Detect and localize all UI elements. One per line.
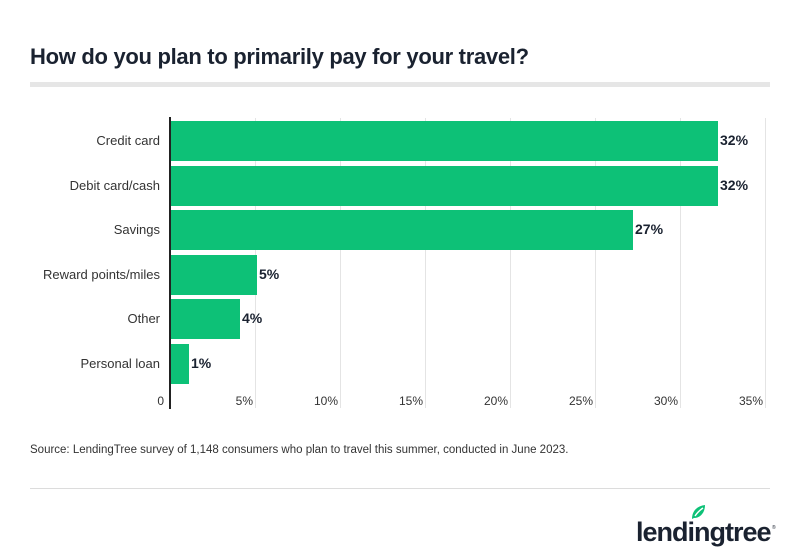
gridline: [765, 118, 766, 408]
category-label: Other: [127, 311, 160, 326]
source-note: Source: LendingTree survey of 1,148 cons…: [30, 444, 569, 456]
category-label: Savings: [113, 222, 160, 237]
x-tick-label: 5%: [235, 394, 253, 408]
x-tick-label: 20%: [483, 394, 508, 408]
bar-value-label: 27%: [635, 221, 664, 237]
bar-chart: 0 5% 10% 15% 20% 25% 30% 35% 32% Credit card 32% De…: [42, 117, 766, 409]
bar-personal-loan: [171, 343, 189, 384]
bar-value-label: 5%: [259, 265, 280, 282]
gridline: [510, 118, 511, 408]
y-axis-line: [169, 117, 171, 409]
x-tick-label: 15%: [398, 394, 423, 408]
bar-value-label: 1%: [191, 354, 212, 371]
lendingtree-logo: lendingtree ®: [636, 505, 776, 550]
gridline: [425, 118, 426, 408]
x-tick-label: 0: [157, 394, 164, 408]
gridline: [595, 118, 596, 408]
x-tick-label: 30%: [653, 394, 678, 408]
bar-debit-card-cash: [171, 165, 718, 206]
gridline: [680, 118, 681, 408]
bar-value-label: 32%: [720, 132, 749, 148]
x-tick-label: 35%: [738, 394, 763, 408]
title-divider: [30, 82, 770, 87]
category-label: Personal loan: [80, 355, 161, 371]
gridline: [340, 118, 341, 408]
bar-other: [171, 299, 240, 339]
x-tick-label: 10%: [313, 394, 338, 408]
bar-value-label: 32%: [720, 176, 749, 193]
footer-divider: [30, 488, 770, 489]
registered-mark: ®: [772, 525, 776, 531]
logo-wordmark: lendingtree: [636, 517, 772, 547]
bar-savings: [171, 210, 633, 250]
category-label: Debit card/cash: [69, 177, 160, 193]
category-label: Credit card: [96, 133, 160, 148]
chart-title: How do you plan to primarily pay for you…: [30, 44, 529, 69]
x-tick-label: 25%: [568, 394, 593, 408]
bar-credit-card: [171, 121, 718, 161]
leaf-icon: [692, 505, 705, 519]
category-label: Reward points/miles: [42, 266, 160, 282]
bar-value-label: 4%: [242, 310, 263, 326]
bar-reward-points-miles: [171, 254, 257, 295]
